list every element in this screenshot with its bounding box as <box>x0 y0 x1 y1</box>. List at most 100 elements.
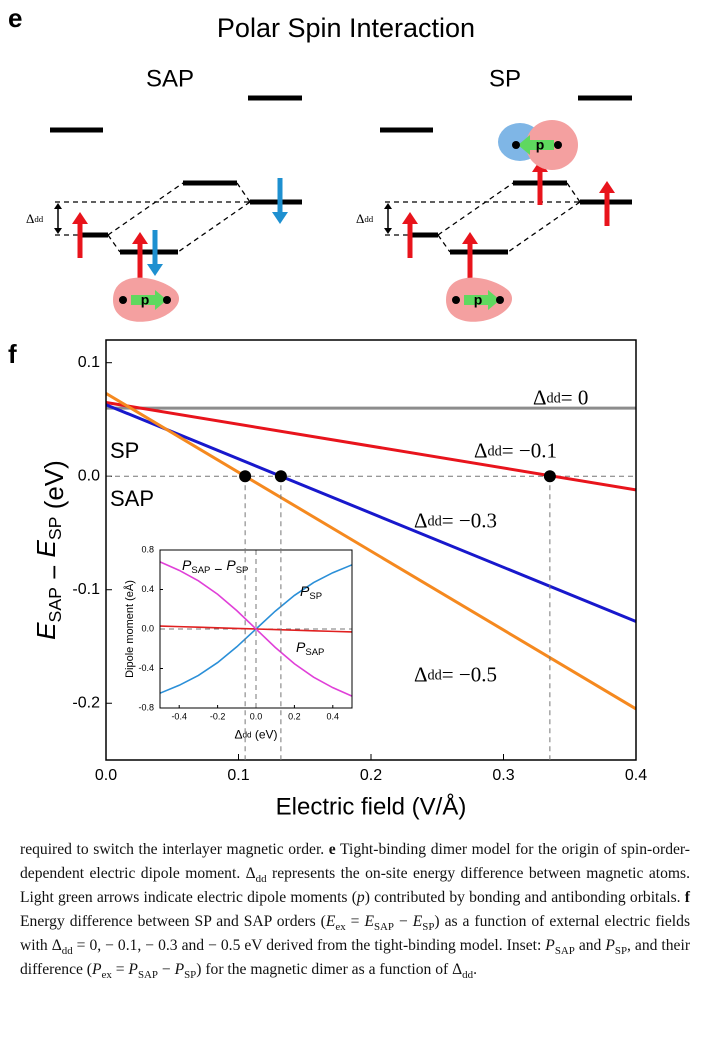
dashed-line <box>437 234 451 253</box>
text-segment: SAP <box>305 647 324 658</box>
figure: e Polar Spin Interaction SAP Δdd p SP Δdd p p 0.0… <box>8 3 647 820</box>
y-tick-label: 0.0 <box>78 467 100 484</box>
caption-segment: ex <box>101 969 112 982</box>
text-segment: SP <box>44 517 64 541</box>
text-segment: SP <box>236 565 249 576</box>
caption-segment: ) as a function of external electric fie… <box>20 913 691 954</box>
text-segment: Δ <box>234 728 242 742</box>
series-label: Δdd= 0 <box>533 385 588 409</box>
caption-segment: . <box>473 961 477 978</box>
text-segment: Δ <box>533 385 547 409</box>
y-axis-label: Dipole moment (eÅ) <box>123 580 136 678</box>
delta-arrow-head <box>384 228 392 234</box>
atom <box>512 141 520 149</box>
text-segment: − <box>39 557 69 587</box>
caption-segment: = 0, − 0.1, − 0.3 and − 0.5 eV derived f… <box>72 937 546 954</box>
caption-segment: SP <box>422 921 435 934</box>
x-tick-label: 0.0 <box>95 767 117 784</box>
text-segment: (eV) <box>252 728 278 742</box>
text-segment: E <box>31 539 61 557</box>
caption-segment: dd <box>255 873 267 886</box>
caption-segment: − <box>394 913 413 930</box>
text-segment: SAP <box>191 565 210 576</box>
series-label: PSAP <box>296 639 324 658</box>
dipole-label: p <box>474 292 483 308</box>
diagram-label: SAP <box>146 65 194 92</box>
caption-segment: SAP <box>137 969 158 982</box>
text-segment: = −0.5 <box>442 662 497 686</box>
caption-segment: e <box>328 841 336 858</box>
delta-label: Δdd <box>26 211 44 226</box>
x-tick-label: 0.2 <box>360 767 382 784</box>
spin-arrow-head <box>402 212 418 224</box>
y-axis-label: ESAP − ESP (eV) <box>31 460 69 640</box>
text-segment: = 0 <box>561 385 589 409</box>
dipole-arrow <box>131 290 167 310</box>
dashed-line <box>437 182 514 236</box>
caption-segment: P <box>92 961 102 978</box>
dashed-line <box>107 182 184 236</box>
series-label: Δdd= −0.3 <box>414 508 497 532</box>
caption-segment: represents the on-site energy difference… <box>20 865 690 906</box>
caption-segment: p <box>356 889 365 906</box>
crossing-point <box>239 470 252 483</box>
x-tick-label: 0.4 <box>327 711 340 721</box>
delta-arrow-head <box>54 203 62 209</box>
series-line <box>160 561 352 697</box>
text-segment: dd <box>34 214 43 224</box>
text-segment: (eV) <box>39 460 69 516</box>
x-tick-label: -0.2 <box>210 711 226 721</box>
y-tick-label: -0.1 <box>72 581 100 598</box>
annotation: SP <box>110 438 139 463</box>
caption-segment: SAP <box>554 945 575 958</box>
caption: required to switch the interlayer magnet… <box>20 838 690 982</box>
plot-frame <box>105 339 637 761</box>
caption-segment: P <box>545 937 555 954</box>
y-tick-label: -0.8 <box>138 702 154 712</box>
text-segment: Δ <box>356 211 364 226</box>
caption-segment: P <box>605 937 615 954</box>
x-axis-label: Electric field (V/Å) <box>276 792 467 820</box>
spin-arrow-head <box>72 212 88 224</box>
caption-segment: = <box>111 961 129 978</box>
caption-segment: dd <box>462 969 474 982</box>
caption-segment: = <box>345 913 365 930</box>
text-segment: Δ <box>414 662 428 686</box>
caption-segment: and <box>574 937 606 954</box>
text-segment: SP <box>309 591 322 602</box>
dipole-arrow <box>464 290 500 310</box>
text-segment: dd <box>488 444 502 460</box>
atom <box>554 141 562 149</box>
x-tick-label: 0.1 <box>227 767 249 784</box>
text-segment: dd <box>364 214 373 224</box>
dashed-line <box>507 201 581 253</box>
dipole-label: p <box>141 292 150 308</box>
atom <box>163 296 171 304</box>
text-segment: P <box>182 557 192 573</box>
y-tick-label: 0.1 <box>78 354 100 371</box>
text-segment: dd <box>428 514 442 530</box>
text-segment: E <box>31 622 61 640</box>
panel-title: Polar Spin Interaction <box>217 13 475 43</box>
dashed-line <box>177 201 251 253</box>
text-segment: P <box>300 583 310 599</box>
caption-segment: dd <box>61 945 73 958</box>
spin-arrow-head <box>132 232 148 244</box>
atom <box>119 296 127 304</box>
delta-arrow-head <box>54 228 62 234</box>
spin-arrow-head <box>147 264 163 276</box>
text-segment: P <box>296 639 306 655</box>
caption-segment: E <box>412 913 423 930</box>
series-line <box>106 392 636 711</box>
x-tick-label: 0.0 <box>250 711 263 721</box>
dipole-label: p <box>536 137 545 153</box>
atom <box>452 296 460 304</box>
text-segment: P <box>226 557 236 573</box>
x-tick-label: 0.3 <box>492 767 514 784</box>
annotation: SAP <box>110 486 154 511</box>
atom <box>496 296 504 304</box>
x-tick-label: 0.4 <box>625 767 647 784</box>
caption-segment: ) for the magnetic dimer as a function o… <box>196 961 463 978</box>
text-segment: SAP <box>44 587 64 622</box>
